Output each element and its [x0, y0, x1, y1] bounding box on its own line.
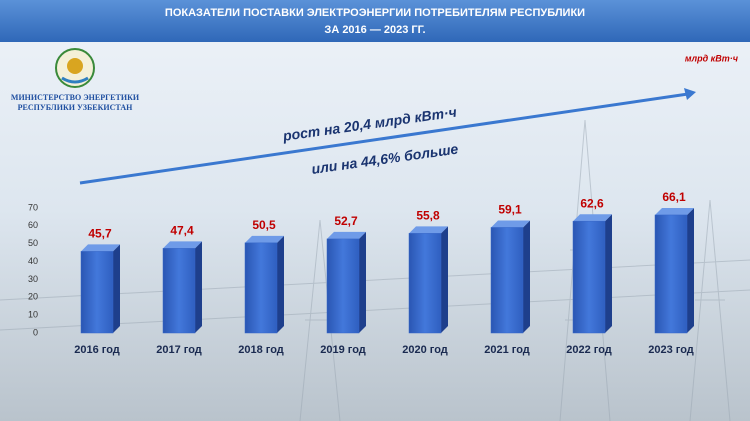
bar-top: [163, 241, 202, 249]
bar: [490, 227, 524, 334]
bar-top: [409, 226, 448, 234]
bar-top: [81, 244, 120, 252]
value-label: 47,4: [170, 224, 194, 238]
organization: РЕСПУБЛИКИ УЗБЕКИСТАН: [18, 103, 134, 112]
title-band: [0, 0, 750, 42]
bar: [326, 238, 360, 334]
x-tick-label: 2023 год: [648, 344, 694, 356]
value-label: 52,7: [334, 214, 358, 228]
bar-side: [605, 214, 612, 333]
bar-top: [655, 207, 694, 215]
y-tick-label: 50: [28, 238, 38, 248]
bar-side: [441, 226, 448, 333]
value-label: 66,1: [662, 190, 686, 204]
bar: [162, 248, 196, 334]
bar: [654, 214, 688, 334]
x-tick-label: 2016 год: [74, 344, 120, 356]
y-tick-label: 60: [28, 220, 38, 230]
organization: МИНИСТЕРСТВО ЭНЕРГЕТИКИ: [11, 93, 140, 102]
bar-side: [195, 241, 202, 333]
x-tick-label: 2018 год: [238, 344, 284, 356]
x-tick-label: 2021 год: [484, 344, 530, 356]
bar: [80, 251, 114, 334]
y-tick-label: 70: [28, 202, 38, 212]
chart-title: ПОКАЗАТЕЛИ ПОСТАВКИ ЭЛЕКТРОЭНЕРГИИ ПОТРЕ…: [165, 7, 585, 19]
y-tick-label: 20: [28, 292, 38, 302]
bar: [244, 242, 278, 334]
trend-arrow: [79, 92, 689, 185]
bar: [572, 220, 606, 334]
x-tick-label: 2020 год: [402, 344, 448, 356]
bar-side: [687, 207, 694, 333]
x-tick-label: 2022 год: [566, 344, 612, 356]
bar-top: [491, 220, 530, 228]
bar-top: [327, 231, 366, 239]
value-label: 59,1: [498, 203, 522, 217]
x-tick-label: 2019 год: [320, 344, 366, 356]
arrow-head: [684, 88, 696, 100]
bar: [408, 233, 442, 334]
bar-side: [359, 231, 366, 333]
bar-top: [245, 235, 284, 243]
bar-top: [573, 214, 612, 222]
y-tick-label: 10: [28, 310, 38, 320]
bar-side: [113, 244, 120, 333]
bar-side: [277, 235, 284, 333]
value-label: 45,7: [88, 227, 112, 241]
y-tick-label: 0: [33, 327, 38, 337]
y-tick-label: 40: [28, 256, 38, 266]
chart-subtitle: ЗА 2016 — 2023 ГГ.: [324, 24, 425, 36]
y-tick-label: 30: [28, 274, 38, 284]
value-label: 62,6: [580, 196, 604, 210]
value-label: 55,8: [416, 209, 440, 223]
emblem: [55, 48, 95, 88]
bar-side: [523, 220, 530, 333]
value-label: 50,5: [252, 218, 276, 232]
x-tick-label: 2017 год: [156, 344, 202, 356]
unit-label: млрд кВт·ч: [685, 53, 739, 63]
